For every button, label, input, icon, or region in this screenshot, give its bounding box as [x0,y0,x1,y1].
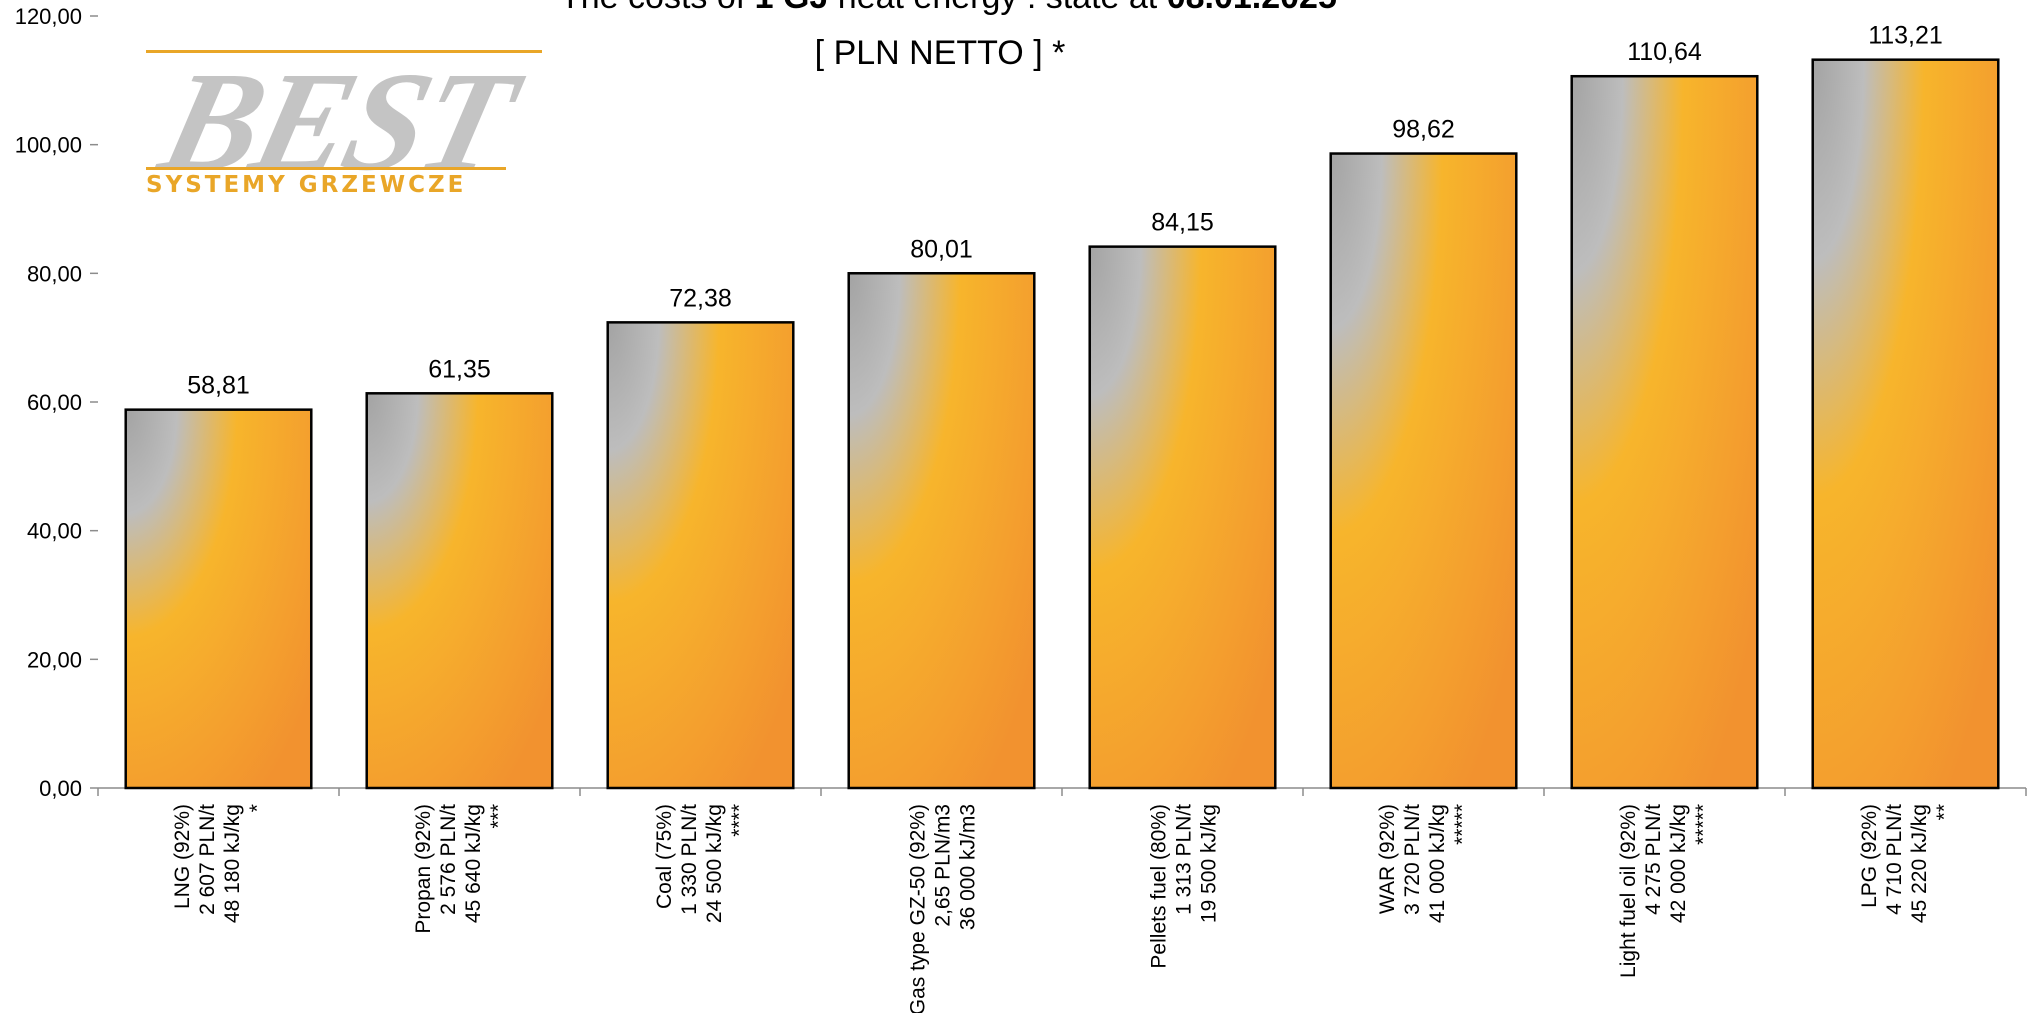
data-label: 113,21 [1868,22,1943,50]
bar [847,272,1036,790]
category-label-line: WAR (92%) [1376,804,1399,914]
category-label-line: 24 500 kJ/kg [703,804,726,923]
category-label: WAR (92%) 3 720 PLN/t 41 000 kJ/kg ***** [1376,804,1474,923]
y-tick-label: 120,00 [15,4,82,29]
category-label: Coal (75%) 1 330 PLN/t 24 500 kJ/kg **** [653,804,751,923]
category-label-line: *** [487,804,510,829]
data-label: 61,35 [428,355,491,383]
logo-divider-line [146,167,506,170]
data-label: 58,81 [187,372,250,400]
bar [606,321,795,790]
category-label: Light fuel oil (92%) 4 275 PLN/t 42 000 kJ… [1617,804,1715,978]
category-label-line: LPG (92%) [1858,804,1881,908]
category-label-line: 45 220 kJ/kg [1908,804,1931,923]
category-label-line: 4 275 PLN/t [1642,804,1665,915]
bar [365,392,554,790]
category-labels: LNG (92%) 2 607 PLN/t 48 180 kJ/kg * Propan … [171,804,1956,1013]
logo-wordmark: BEST [147,42,527,200]
logo-subtitle: SYSTEMY GRZEWCZE [146,172,467,198]
category-label-line: **** [728,804,751,837]
data-label: 80,01 [910,235,973,263]
category-label-line: * [246,804,269,812]
logo-top-line [146,50,542,53]
category-label-line: 1 313 PLN/t [1173,804,1196,915]
category-label-line: ***** [1692,804,1715,845]
data-label: 98,62 [1392,116,1455,144]
bar [124,408,313,790]
category-label-line: Coal (75%) [653,804,676,909]
bars [124,58,2000,790]
category-label-line: 42 000 kJ/kg [1667,804,1690,923]
bar [1088,245,1277,790]
category-label-line: 45 640 kJ/kg [462,804,485,923]
category-label-line: ***** [1451,804,1474,845]
category-label-line: Pellets fuel (80%) [1148,804,1171,969]
y-tick-label: 0,00 [39,776,82,801]
category-label-line: 48 180 kJ/kg [221,804,244,923]
category-label-line: Light fuel oil (92%) [1617,804,1640,978]
category-label-line: 4 710 PLN/t [1883,804,1906,915]
category-label-line: 2,65 PLN/m3 [932,804,955,927]
category-label-line: Gas type GZ-50 (92%) [907,804,930,1013]
bar [1329,152,1518,790]
category-label: Propan (92%) 2 576 PLN/t 45 640 kJ/kg *** [412,804,510,934]
data-label: 110,64 [1627,38,1702,66]
category-label-line: ** [1933,804,1956,820]
category-label-line: 2 607 PLN/t [196,804,219,915]
best-logo: BEST SYSTEMY GRZEWCZE [142,42,542,210]
y-tick-label: 40,00 [27,519,82,544]
data-label: 72,38 [669,284,732,312]
category-label: Gas type GZ-50 (92%) 2,65 PLN/m3 36 000 kJ… [907,804,980,1013]
category-label-line: 19 500 kJ/kg [1198,804,1221,923]
category-label-line: 36 000 kJ/m3 [957,804,980,930]
y-tick-label: 100,00 [15,133,82,158]
category-label-line: 41 000 kJ/kg [1426,804,1449,923]
y-tick-label: 60,00 [27,390,82,415]
chart-title: The costs of 1 GJ heat energy : state at… [560,0,1337,17]
category-label: LPG (92%) 4 710 PLN/t 45 220 kJ/kg ** [1858,804,1956,923]
data-label: 84,15 [1151,209,1214,237]
category-label-line: 3 720 PLN/t [1401,804,1424,915]
chart-subtitle: [ PLN NETTO ] * [814,34,1066,72]
category-label: Pellets fuel (80%) 1 313 PLN/t 19 500 kJ/k… [1148,804,1221,969]
category-label-line: 2 576 PLN/t [437,804,460,915]
category-label: LNG (92%) 2 607 PLN/t 48 180 kJ/kg * [171,804,269,923]
bar [1570,74,1759,790]
category-label-line: Propan (92%) [412,804,435,934]
bar [1811,58,2000,790]
y-tick-label: 80,00 [27,261,82,286]
category-label-line: LNG (92%) [171,804,194,909]
category-label-line: 1 330 PLN/t [678,804,701,915]
y-tick-label: 20,00 [27,647,82,672]
value-labels: 58,81 61,35 72,38 80,01 84,15 98,62 110,64 113,… [187,22,1943,400]
